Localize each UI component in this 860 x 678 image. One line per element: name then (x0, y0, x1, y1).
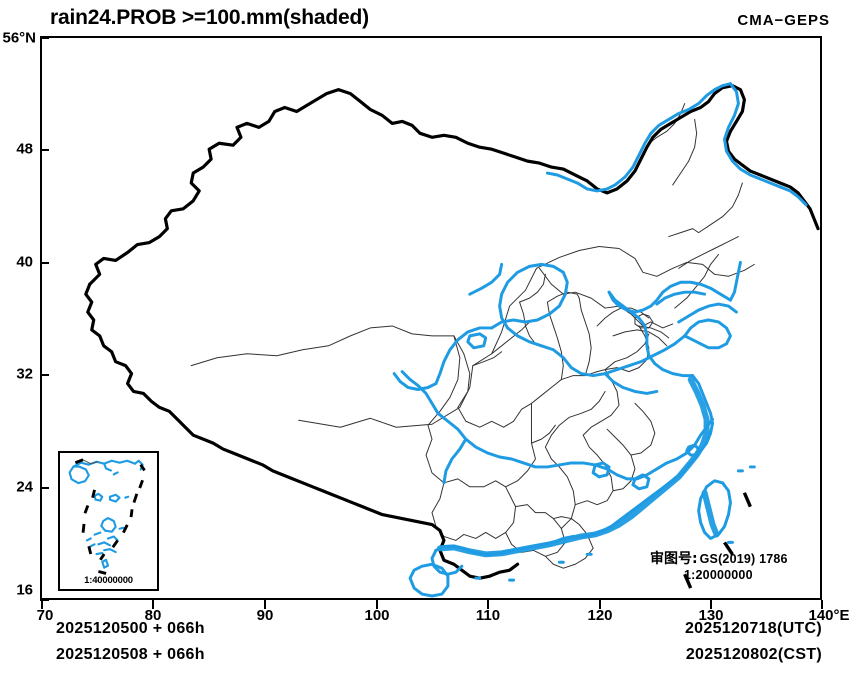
x-label-140: 140°E (808, 607, 850, 624)
dashed-boundary-marks (683, 492, 752, 589)
map-plot-frame (40, 36, 822, 600)
y-tick-16 (40, 599, 49, 601)
footer-valid-cst: 2025120802(CST) (685, 646, 822, 663)
y-tick-56 (40, 37, 49, 39)
x-tick-120 (599, 600, 601, 609)
x-tick-90 (264, 600, 266, 609)
inset-scale-label: 1:40000000 (84, 575, 133, 586)
y-label-24: 24 (16, 478, 33, 496)
y-tick-48 (40, 149, 49, 151)
inset-thin-line (82, 459, 99, 465)
y-label-48: 48 (16, 140, 33, 158)
approval-scale: 1:20000000 (684, 568, 753, 582)
china-map (84, 82, 820, 598)
shaded-probability-band (436, 376, 720, 558)
map-approval-block: 审图号: GS(2019) 1786 1:20000000 (650, 548, 820, 582)
x-tick-70 (41, 600, 43, 609)
x-tick-100 (376, 600, 378, 609)
x-label-100: 100 (364, 607, 390, 624)
model-label: CMA−GEPS (737, 12, 830, 29)
approval-label: 审图号: (650, 551, 698, 567)
footer-init-utc: 2025120500 + 066h (56, 620, 205, 637)
y-label-40: 40 (16, 253, 33, 271)
x-label-80: 80 (144, 607, 162, 624)
x-label-90: 90 (256, 607, 274, 624)
inset-layers (68, 458, 146, 575)
y-tick-32 (40, 374, 49, 376)
y-label-32: 32 (16, 365, 33, 383)
x-tick-80 (152, 600, 154, 609)
inset-map (68, 458, 146, 575)
approval-number: GS(2019) 1786 (699, 552, 788, 566)
x-tick-130 (710, 600, 712, 609)
footer-init-cst: 2025120508 + 066h (56, 646, 205, 663)
south-china-sea-inset: 1:40000000 (58, 451, 159, 591)
x-label-120: 120 (587, 607, 613, 624)
y-label-56: 56°N (2, 29, 36, 47)
y-tick-40 (40, 262, 49, 264)
x-label-70: 70 (36, 607, 54, 624)
x-label-110: 110 (475, 607, 501, 624)
x-label-130: 130 (698, 607, 724, 624)
y-label-16: 16 (16, 581, 33, 599)
map-layers (84, 82, 820, 598)
footer-valid-utc: 2025120718(UTC) (684, 620, 822, 637)
y-tick-24 (40, 487, 49, 489)
approval-row: 审图号: GS(2019) 1786 (650, 548, 820, 568)
x-tick-140 (821, 600, 823, 609)
page-title: rain24.PROB >=100.mm(shaded) (50, 6, 369, 29)
inset-coastline (68, 459, 144, 569)
rivers-and-coastline (392, 82, 808, 598)
inset-dashed-boundary (74, 458, 146, 575)
x-tick-110 (487, 600, 489, 609)
